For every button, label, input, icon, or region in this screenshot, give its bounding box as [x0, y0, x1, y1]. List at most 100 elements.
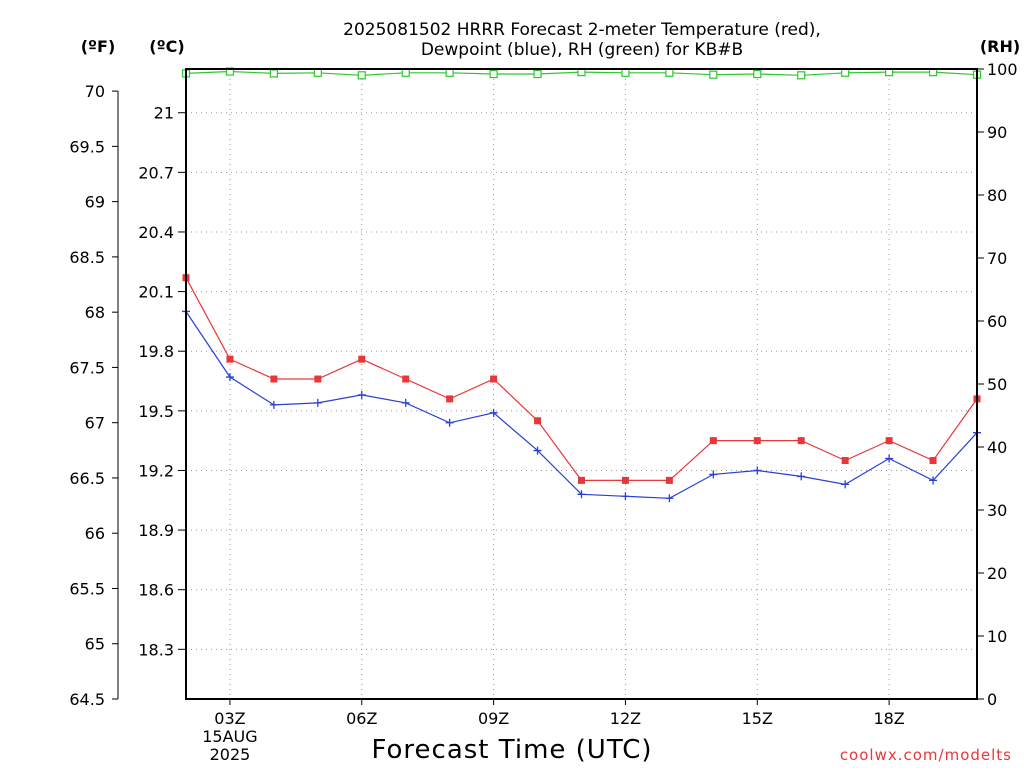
rh-tick-label: 40	[987, 438, 1007, 457]
celsius-tick-label: 21	[154, 104, 174, 123]
dewpoint-point	[753, 466, 762, 475]
rh-tick-label: 70	[987, 249, 1007, 268]
chart-title-line-2: Dewpoint (blue), RH (green) for KB#B	[421, 40, 743, 60]
rh-tick-label: 80	[987, 186, 1007, 205]
fahrenheit-tick-label: 70	[85, 82, 105, 101]
grid-lines	[186, 69, 977, 699]
x-axis-title: Forecast Time (UTC)	[371, 735, 652, 765]
temperature-point	[885, 437, 893, 445]
dewpoint-point	[313, 398, 322, 407]
rh-point	[313, 68, 322, 77]
dewpoint-point	[401, 398, 410, 407]
dewpoint-point	[577, 490, 586, 499]
time-tick-label: 12Z	[610, 709, 641, 728]
dewpoint-point	[665, 494, 674, 503]
time-tick-label: 15Z	[742, 709, 773, 728]
dewpoint-point	[709, 470, 718, 479]
temperature-line	[185, 277, 978, 481]
rh-unit-label: (RH)	[980, 37, 1020, 56]
dewpoint-point	[929, 476, 938, 485]
fahrenheit-tick-label: 64.5	[69, 690, 105, 709]
rh-point	[665, 68, 674, 77]
temperature-point	[446, 395, 454, 403]
rh-point	[533, 69, 542, 79]
fahrenheit-tick-label: 66	[85, 524, 105, 543]
rh-point	[797, 71, 806, 80]
celsius-tick-label: 19.5	[138, 402, 174, 421]
time-tick-label: 06Z	[346, 709, 377, 728]
fahrenheit-tick-label: 68.5	[69, 248, 105, 267]
dewpoint-point	[797, 472, 806, 481]
chart-title-line-1: 2025081502 HRRR Forecast 2-meter Tempera…	[343, 20, 821, 40]
time-date-label: 15AUG	[202, 727, 257, 746]
temperature-point	[578, 476, 585, 484]
rh-tick-label: 10	[987, 627, 1007, 646]
rh-tick-label: 90	[987, 123, 1007, 142]
temperature-point	[621, 476, 629, 484]
time-tick-label: 09Z	[478, 709, 509, 728]
fahrenheit-tick-label: 65.5	[69, 579, 105, 598]
plot-frame	[185, 68, 978, 700]
celsius-tick-label: 20.7	[138, 163, 174, 182]
temperature-point	[270, 375, 278, 383]
dewpoint-point	[885, 454, 894, 463]
rh-point	[401, 68, 410, 77]
series-layer	[181, 67, 982, 503]
celsius-tick-label: 20.4	[138, 223, 174, 242]
source-credit: coolwx.com/modelts	[840, 746, 1012, 764]
temperature-point	[929, 457, 937, 465]
rh-point	[489, 69, 498, 79]
dewpoint-point	[357, 390, 366, 399]
dewpoint-point	[269, 400, 278, 409]
rh-tick-label: 100	[987, 60, 1018, 79]
fahrenheit-unit-label: (ºF)	[81, 37, 116, 56]
fahrenheit-tick-label: 67.5	[69, 358, 105, 377]
dewpoint-point	[533, 446, 542, 455]
celsius-unit-label: (ºC)	[149, 37, 184, 56]
celsius-tick-label: 19.8	[138, 342, 174, 361]
temperature-point	[490, 375, 498, 383]
temperature-point	[314, 375, 322, 383]
celsius-tick-label: 18.9	[138, 521, 174, 540]
rh-point	[841, 68, 850, 77]
dewpoint-point	[489, 408, 498, 417]
temperature-point	[665, 476, 673, 484]
time-tick-label: 03Z	[214, 709, 245, 728]
celsius-tick-label: 20.1	[138, 283, 174, 302]
temperature-point	[226, 355, 234, 363]
fahrenheit-tick-label: 69	[85, 193, 105, 212]
dewpoint-point	[621, 492, 630, 501]
temperature-point	[753, 437, 761, 445]
time-tick-label: 18Z	[873, 709, 904, 728]
rh-point	[709, 70, 718, 79]
fahrenheit-axis: 64.5 65 65.5 66 66.5 67 67.5 68 68.5 69 69.5 70	[69, 82, 119, 709]
celsius-tick-label: 18.6	[138, 581, 174, 600]
temperature-point	[709, 437, 717, 445]
rh-tick-label: 0	[987, 690, 997, 709]
dewpoint-point	[445, 418, 454, 427]
fahrenheit-tick-label: 66.5	[69, 469, 105, 488]
rh-tick-label: 60	[987, 312, 1007, 331]
rh-tick-label: 20	[987, 564, 1007, 583]
celsius-tick-label: 19.2	[138, 461, 174, 480]
rh-point	[357, 71, 366, 80]
temperature-point	[841, 457, 849, 465]
time-date-label: 2025	[210, 745, 251, 764]
celsius-axis: 18.3 18.6 18.9 19.2 19.5 19.8 20.1 20.4 20.7 21	[138, 104, 186, 659]
rh-tick-label: 30	[987, 501, 1007, 520]
fahrenheit-tick-label: 69.5	[69, 137, 105, 156]
rh-point	[753, 69, 762, 79]
rh-point	[621, 68, 630, 77]
fahrenheit-tick-label: 68	[85, 303, 105, 322]
temperature-point	[797, 437, 805, 445]
rh-point	[445, 68, 454, 77]
temperature-point	[402, 375, 410, 383]
fahrenheit-tick-label: 67	[85, 414, 105, 433]
rh-tick-label: 50	[987, 375, 1007, 394]
dewpoint-point	[841, 480, 850, 489]
dewpoint-point	[225, 373, 234, 382]
fahrenheit-tick-label: 65	[85, 635, 105, 654]
temperature-point	[358, 355, 366, 363]
